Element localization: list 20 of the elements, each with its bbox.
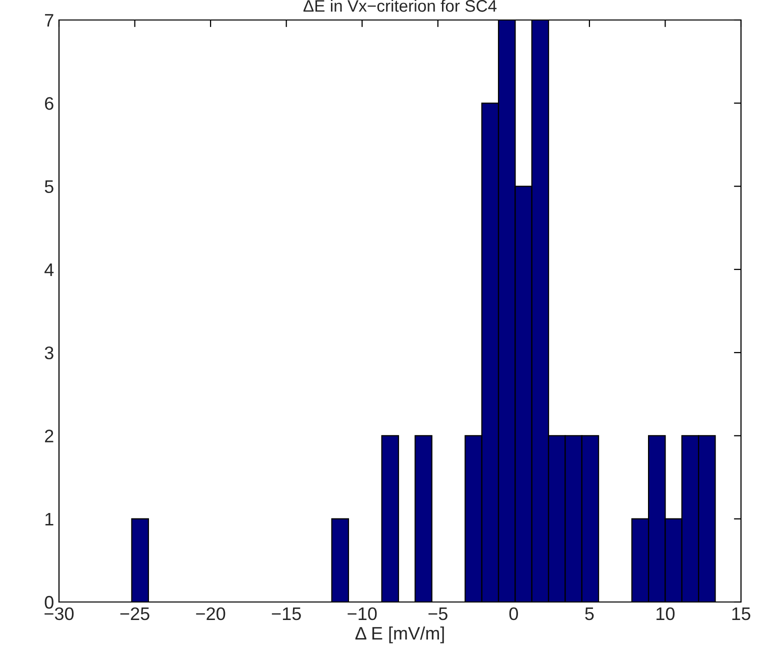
y-tick-label: 3	[44, 346, 54, 360]
x-tick-label: −30	[44, 607, 74, 620]
y-tick-label: 6	[45, 97, 54, 110]
x-axis-title: Δ E [mV/m]	[355, 626, 444, 644]
y-tick-label: 1	[45, 512, 54, 526]
y-tick-label: 7	[45, 14, 54, 27]
y-tick-label: 5	[44, 180, 54, 194]
x-tick-label: −5	[428, 608, 448, 620]
x-tick-label: −15	[272, 608, 301, 620]
x-tick-label: 0	[509, 607, 518, 620]
y-tick-label: 2	[45, 430, 54, 442]
y-tick-label: 4	[44, 264, 54, 276]
x-tick-label: −25	[120, 607, 150, 620]
x-tick-label: −20	[196, 607, 226, 620]
y-tick-label: 0	[44, 596, 54, 609]
x-tick-label: 15	[732, 608, 750, 620]
x-tick-label: 10	[656, 607, 675, 620]
x-tick-label: −10	[348, 607, 377, 620]
x-tick-label: 5	[585, 608, 594, 620]
chart-title: ΔE in Vx−criterion for SC4	[303, 0, 497, 12]
